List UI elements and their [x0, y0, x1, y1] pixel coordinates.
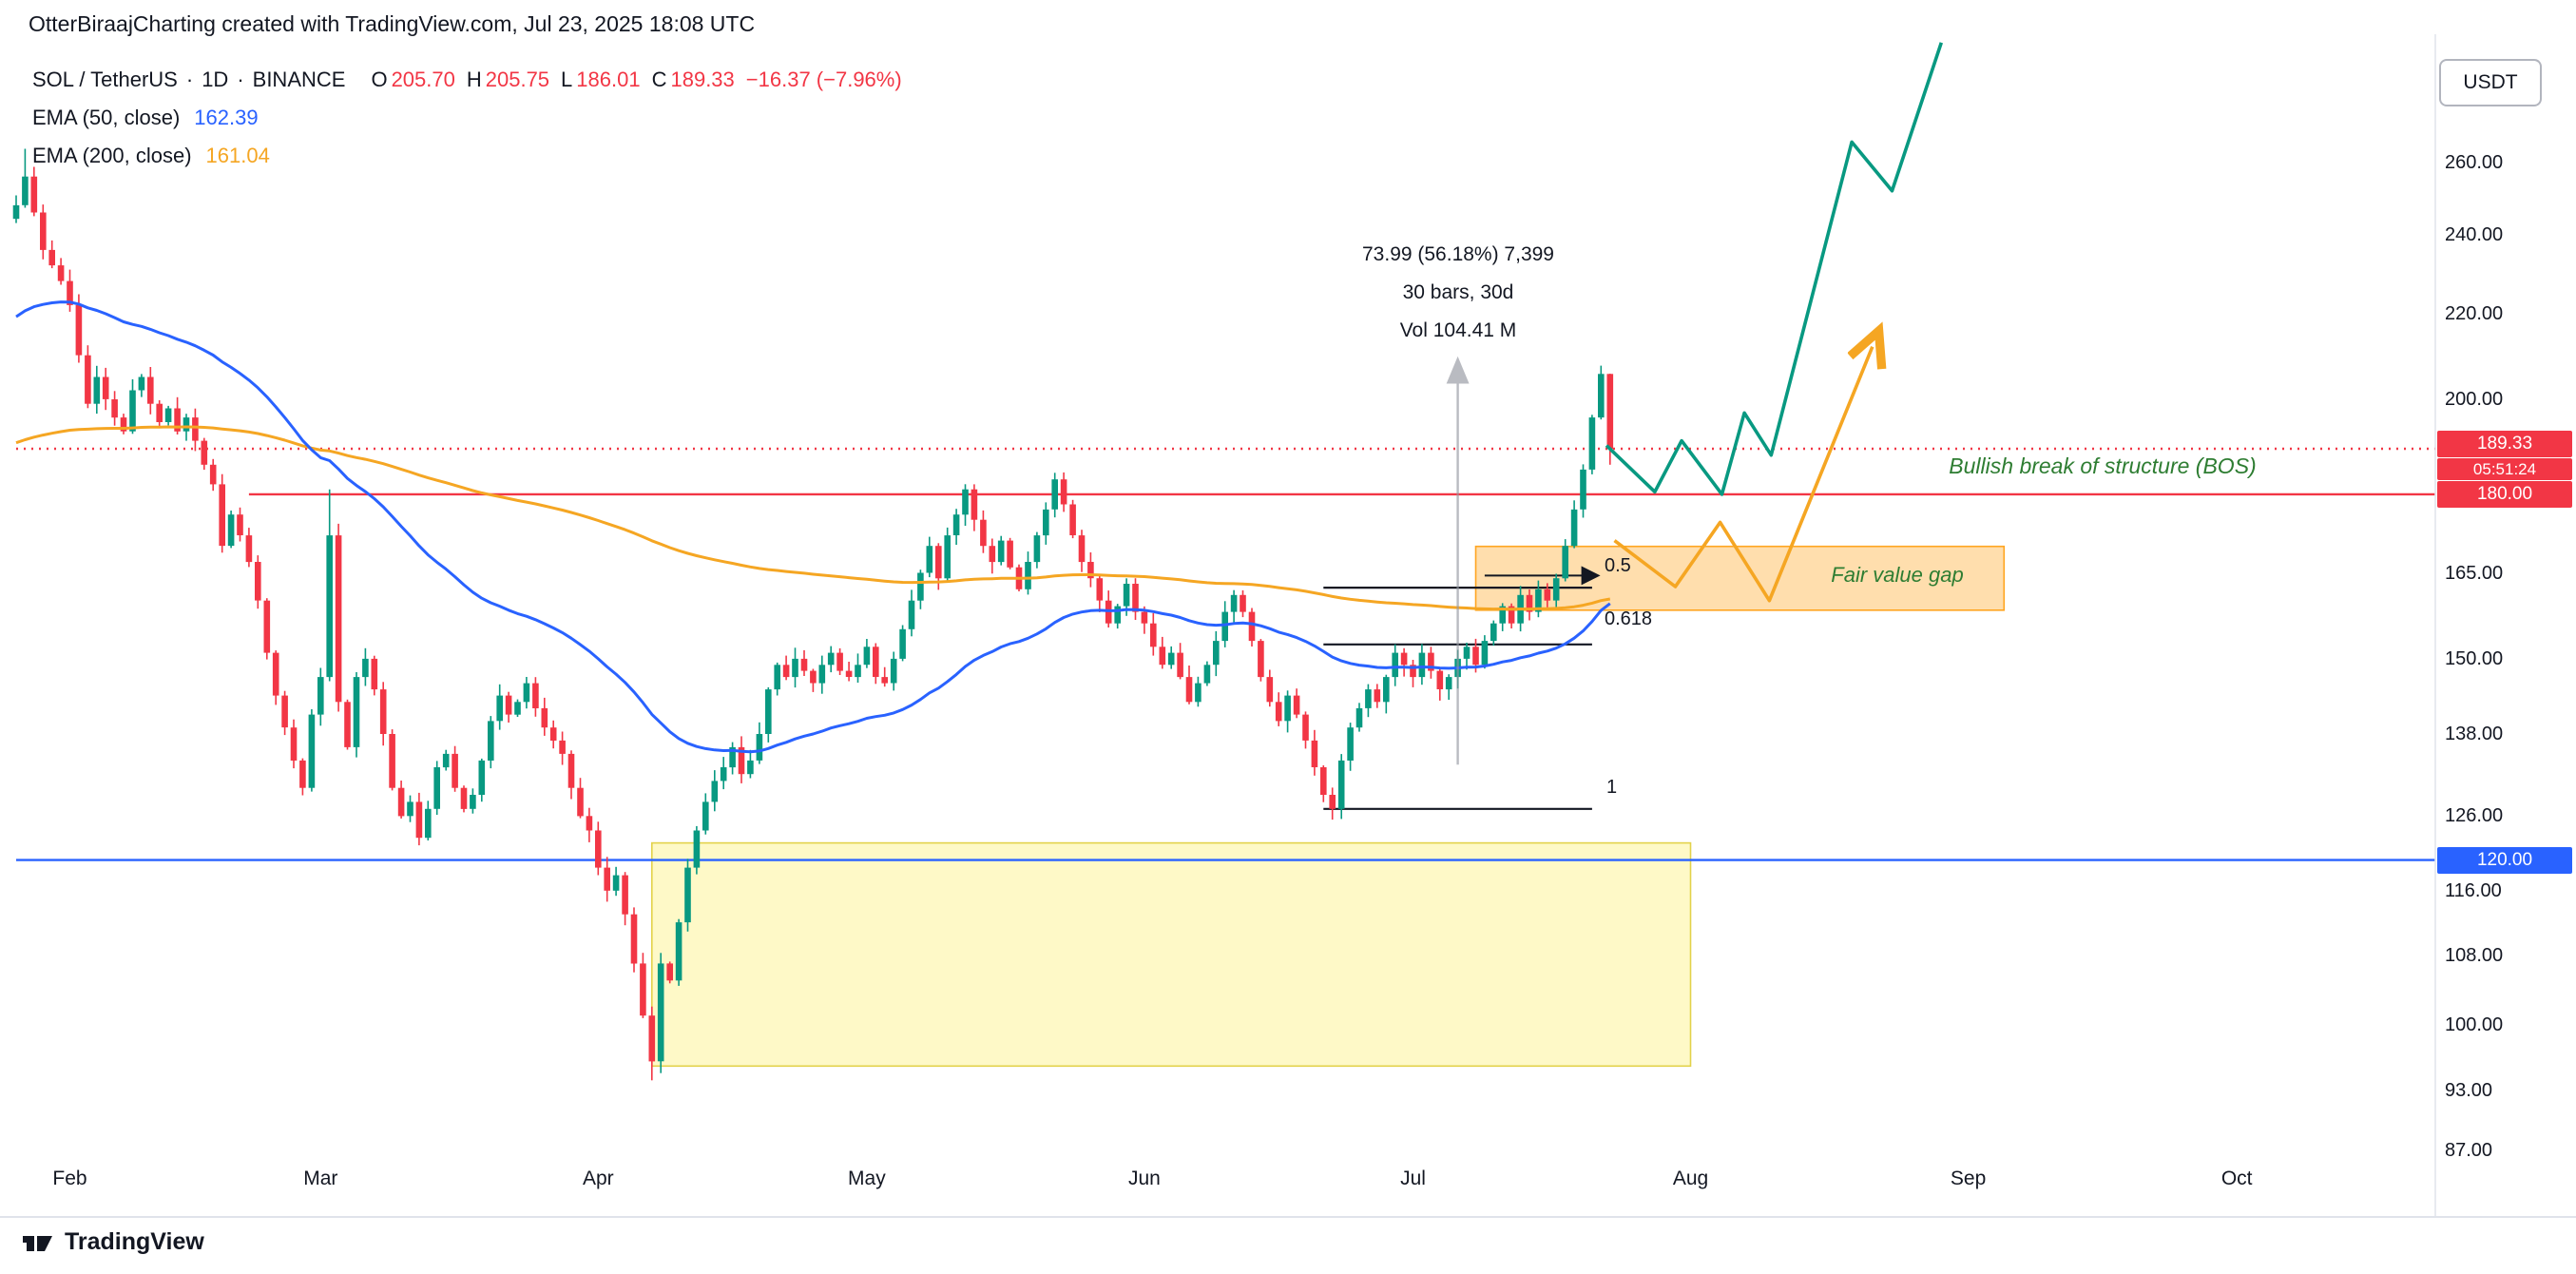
resistance-price-badge: 180.00	[2437, 481, 2572, 508]
price-axis-label: 126.00	[2445, 805, 2504, 827]
open-label: O	[371, 68, 388, 91]
drawing-boxes	[650, 545, 2006, 1068]
ema50-legend-row[interactable]: EMA (50, close) 162.39	[32, 99, 902, 137]
price-axis-label: 240.00	[2445, 224, 2504, 245]
price-axis-label: 150.00	[2445, 647, 2504, 669]
measure-tool-stats: 73.99 (56.18%) 7,399 30 bars, 30d Vol 10…	[1316, 236, 1601, 350]
ema50-label: EMA (50, close)	[32, 106, 181, 129]
close-value: 189.33	[670, 68, 735, 91]
bullish-projection-orange	[1613, 347, 1873, 603]
price-axis[interactable]: 189.33 05:51:24 180.00 120.00 260.00 240.…	[2435, 0, 2576, 1216]
support-price-badge: 120.00	[2437, 847, 2572, 874]
timeframe-label[interactable]: 1D	[202, 68, 229, 91]
month-label-aug: Aug	[1672, 1168, 1709, 1189]
price-axis-label: 165.00	[2445, 562, 2504, 584]
bos-annotation[interactable]: Bullish break of structure (BOS)	[1949, 454, 2257, 478]
horizontal-level-lines	[16, 447, 2435, 861]
tradingview-logo-icon[interactable]	[21, 1229, 55, 1263]
fib-label-0.5: 0.5	[1605, 555, 1631, 576]
candlestick-series	[12, 148, 1614, 1081]
ema200-value: 161.04	[205, 144, 270, 167]
fib-label-1: 1	[1606, 777, 1618, 798]
month-label-may: May	[848, 1168, 886, 1189]
legend-separator: ·	[237, 68, 244, 91]
month-label-jul: Jul	[1400, 1168, 1426, 1189]
close-label: C	[651, 68, 667, 91]
ema200-label: EMA (200, close)	[32, 144, 192, 167]
attribution-text: OtterBiraajCharting created with Trading…	[29, 11, 756, 36]
price-axis-label: 108.00	[2445, 944, 2504, 966]
legend-separator: ·	[185, 68, 194, 91]
fvg-annotation[interactable]: Fair value gap	[1831, 563, 1964, 587]
currency-toggle-button[interactable]: USDT	[2439, 59, 2542, 106]
change-value: −16.37 (−7.96%)	[745, 68, 902, 91]
measure-volume: Vol 104.41 M	[1399, 319, 1517, 341]
ohlc-values: O 205.70 H 205.75 L 186.01 C 189.33 −16.37 (…	[363, 68, 901, 92]
high-label: H	[466, 68, 482, 91]
demand-zone	[650, 841, 1692, 1068]
month-label-feb: Feb	[52, 1168, 87, 1189]
price-axis-label: 87.00	[2445, 1139, 2493, 1161]
current-price-badge: 189.33	[2437, 431, 2572, 457]
fib-label-0.618: 0.618	[1605, 608, 1653, 629]
price-axis-label: 93.00	[2445, 1079, 2493, 1101]
month-label-sep: Sep	[1950, 1168, 1987, 1189]
ema50-line	[15, 300, 1611, 754]
price-axis-label: 138.00	[2445, 724, 2504, 744]
time-axis[interactable]: Feb Mar Apr May Jun Jul Aug Sep Oct	[0, 1168, 2435, 1196]
price-axis-label: 220.00	[2445, 302, 2504, 324]
bar-countdown-badge: 05:51:24	[2437, 458, 2572, 480]
tradingview-brand-text[interactable]: TradingView	[65, 1228, 204, 1255]
price-axis-label: 116.00	[2445, 879, 2502, 901]
open-value: 205.70	[391, 68, 455, 91]
month-label-mar: Mar	[303, 1168, 338, 1189]
low-value: 186.01	[576, 68, 641, 91]
measure-price-change: 73.99 (56.18%) 7,399	[1362, 243, 1554, 265]
month-label-oct: Oct	[2220, 1168, 2253, 1189]
price-axis-label: 260.00	[2445, 152, 2504, 173]
month-label-jun: Jun	[1127, 1168, 1161, 1189]
symbol-name: SOL / TetherUS	[32, 68, 178, 91]
low-label: L	[561, 68, 573, 91]
exchange-label: BINANCE	[252, 68, 346, 91]
bullish-projection-teal	[1605, 42, 1944, 496]
month-label-apr: Apr	[582, 1168, 614, 1189]
measure-bars: 30 bars, 30d	[1402, 281, 1514, 303]
price-axis-label: 200.00	[2445, 389, 2504, 410]
footer-bar: TradingView	[0, 1216, 2576, 1274]
high-value: 205.75	[485, 68, 550, 91]
ema50-value: 162.39	[194, 106, 259, 129]
price-axis-label: 100.00	[2445, 1013, 2504, 1035]
ema200-legend-row[interactable]: EMA (200, close) 161.04	[32, 137, 902, 175]
ema200-line	[15, 425, 1611, 611]
